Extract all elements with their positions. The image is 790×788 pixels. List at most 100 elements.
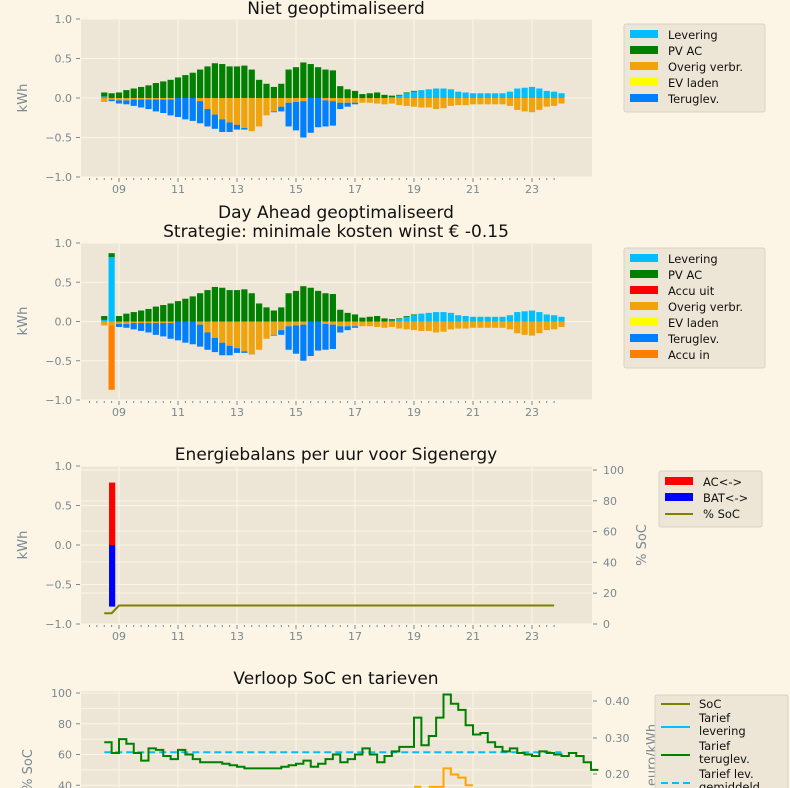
bar-pv-ac [285,69,292,98]
bar-levering [447,89,454,98]
bar-pv-ac [322,293,329,322]
x-tick-label: 23 [525,406,539,419]
bar-pv-ac [182,75,189,98]
y-tick-label: 80 [58,718,72,731]
bar-pv-ac [410,314,418,316]
bar-overig-verbr- [138,321,145,324]
tarief-levering-line [414,767,473,788]
x-tick-label: 11 [171,406,185,419]
bar-levering [499,316,506,322]
bar-pv-ac [248,293,255,322]
bar-overig-verbr- [536,321,543,334]
bar-pv-ac [211,286,218,322]
y2-tick-label: 0.30 [605,732,630,745]
legend-label: levering [699,724,746,738]
bar-ac [109,482,116,545]
bar-overig-verbr- [219,321,226,343]
bar-levering [433,312,440,322]
legend-swatch [665,477,693,485]
bar-levering [514,312,521,322]
legend-swatch [630,302,658,310]
bar-overig-verbr- [381,98,388,105]
bar-levering [396,95,403,98]
bar-overig-verbr- [204,321,211,333]
bar-overig-verbr- [101,321,108,326]
bar-pv-ac [123,90,130,98]
legend-label: Teruglev. [667,332,719,346]
y-tick-label: 0.0 [55,316,73,329]
y-tick-label: −0.5 [45,355,72,368]
chart-1-x-ticks: 09 11 13 15 17 19 21 23 [89,178,555,196]
bar-pv-ac [256,79,263,98]
bar-teruglev- [241,351,248,353]
bar-overig-verbr- [388,98,395,104]
legend-swatch [665,493,693,501]
soc-line [104,604,555,615]
bar-teruglev- [115,100,123,104]
bar-pv-ac [108,253,115,258]
bar-pv-ac [226,290,233,322]
bar-levering [108,257,115,322]
bar-teruglev- [307,321,314,357]
bar-pv-ac [359,94,366,98]
legend-box [623,247,766,369]
bar-overig-verbr- [285,98,292,103]
bar-overig-verbr- [138,98,145,100]
bar-levering [521,311,528,322]
y-tick-label: 0.0 [55,92,73,105]
bar-teruglev- [189,321,196,345]
bar-pv-ac [285,293,292,322]
bar-overig-verbr- [418,321,425,331]
bar-teruglev- [182,98,189,120]
bar-pv-ac [138,310,145,322]
bar-overig-verbr- [123,321,130,324]
legend-label: Overig verbr. [668,300,743,314]
bar-levering [440,88,447,98]
bar-pv-ac [189,296,196,322]
chart-3-y2label: % SoC [635,524,650,566]
bar-pv-ac [270,86,277,98]
bar-teruglev- [174,321,182,341]
bar-levering [536,312,543,322]
bar-overig-verbr- [233,98,241,125]
y2-tick-label: 20 [603,587,617,600]
chart-2: 1.0 0.5 0.0 −0.5 −1.0 09 11 13 15 17 19 21 23 Day A… [16,203,766,419]
bar-overig-verbr- [469,98,477,105]
bar-overig-verbr- [351,98,359,103]
chart-2-x-ticks: 09 11 13 15 17 19 21 23 [89,401,555,419]
x-tick-label: 11 [171,183,185,196]
bar-overig-verbr- [270,98,277,112]
bar-overig-verbr- [115,98,123,101]
bar-levering [506,91,513,98]
y-tick-label: −0.5 [45,579,72,592]
y2-tick-label: 0.20 [605,768,630,781]
y-tick-label: 1.0 [55,13,73,26]
bar-teruglev- [285,326,292,350]
bar-teruglev- [233,348,241,353]
y2-tick-label: 0.40 [605,695,630,708]
legend-label: Tarief [698,739,731,753]
bar-pv-ac [197,69,204,98]
x-tick-label: 19 [407,406,421,419]
bar-levering [469,93,477,98]
bar-pv-ac [138,86,145,98]
chart-3-y-ticks: 1.0 0.5 0.0 −0.5 −1.0 [45,460,80,631]
bar-teruglev- [145,99,152,110]
bar-pv-ac [130,312,137,322]
bar-teruglev- [226,345,233,356]
y2-tick-label: 40 [603,556,617,569]
bar-levering [492,316,499,322]
chart-1: 1.0 0.5 0.0 −0.5 −1.0 09 11 13 15 17 19 21 23 Niet … [16,0,766,196]
y-tick-label: −1.0 [45,171,72,184]
bar-overig-verbr- [455,98,462,106]
bar-overig-verbr- [418,98,425,108]
bar-overig-verbr- [462,98,469,106]
y2-tick-label: 0 [603,618,610,631]
bar-pv-ac [388,319,395,321]
bar-levering [440,312,447,322]
bar-levering [388,320,395,322]
bar-levering [455,91,462,98]
bar-teruglev- [138,99,145,108]
x-tick-label: 15 [289,183,303,196]
bar-teruglev- [344,102,351,107]
